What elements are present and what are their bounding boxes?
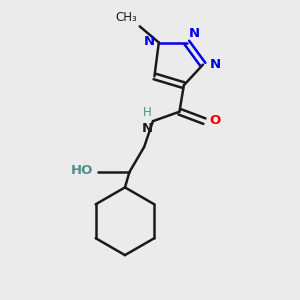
Text: N: N [209, 58, 220, 71]
Text: O: O [210, 114, 221, 127]
Text: N: N [142, 122, 153, 135]
Text: CH₃: CH₃ [115, 11, 137, 24]
Text: N: N [143, 35, 155, 48]
Text: N: N [188, 27, 200, 40]
Text: H: H [143, 106, 152, 119]
Text: HO: HO [71, 164, 93, 177]
